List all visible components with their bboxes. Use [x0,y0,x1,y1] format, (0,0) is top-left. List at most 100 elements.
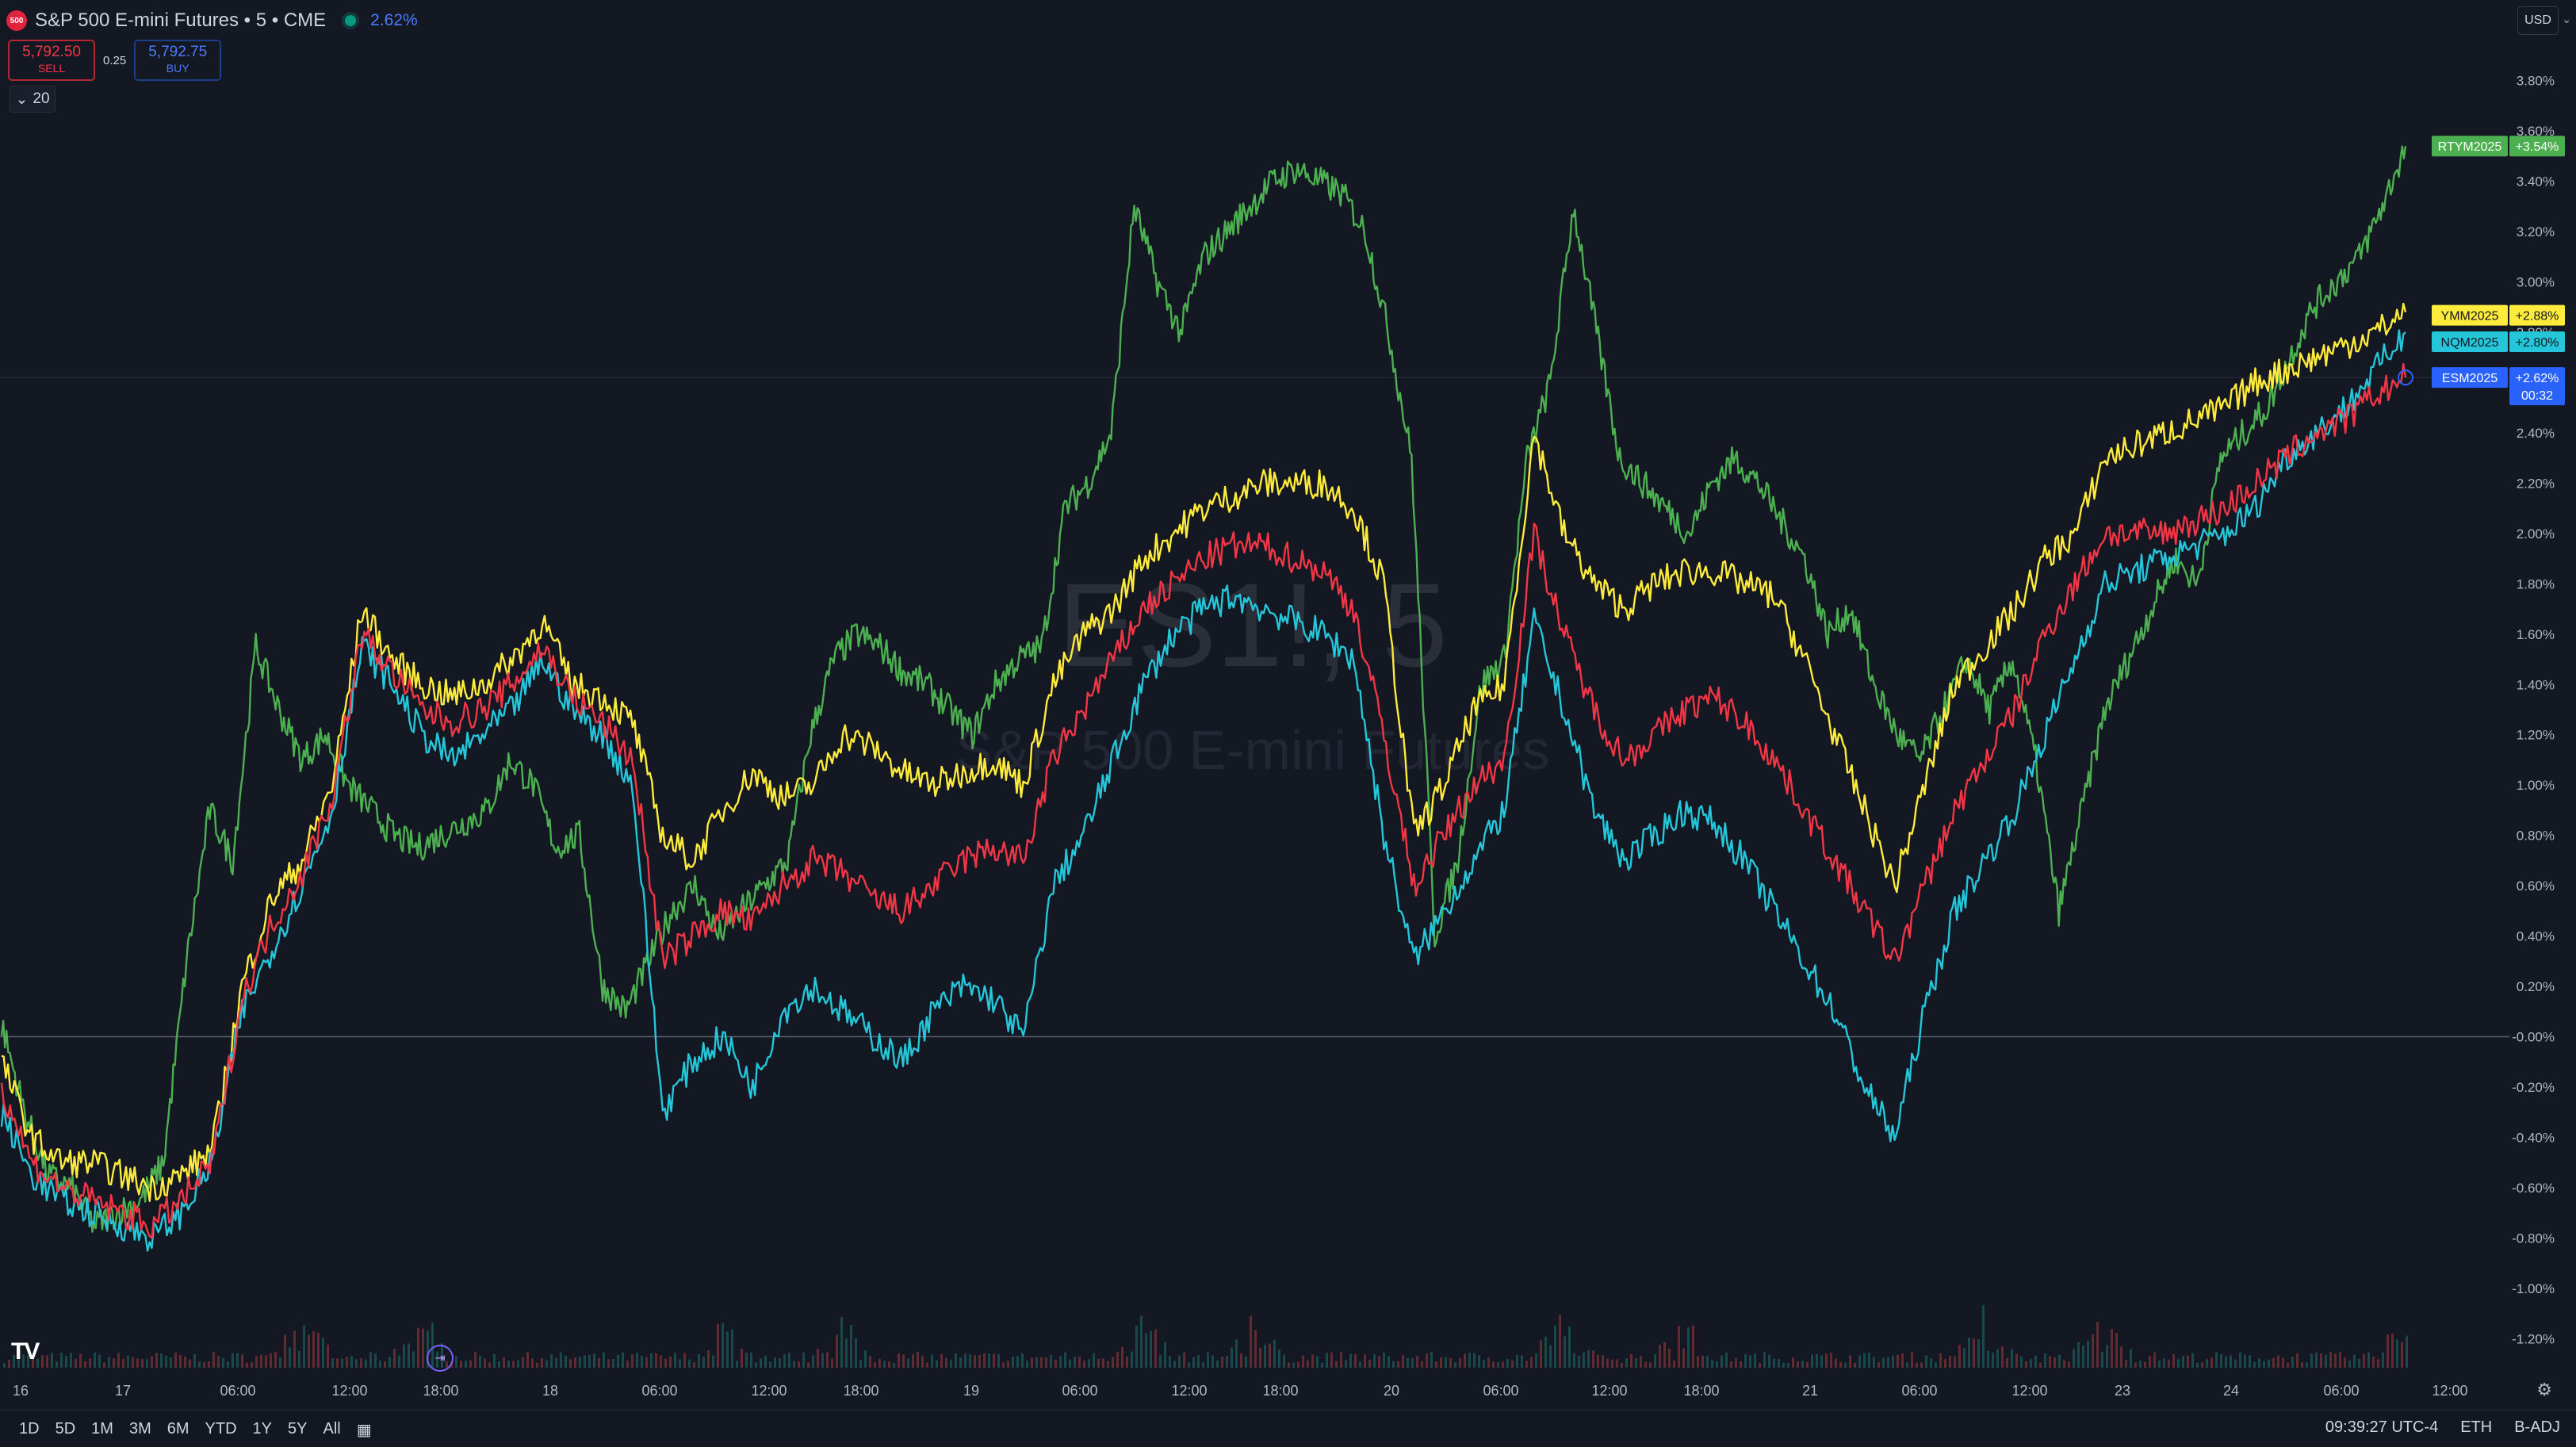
volume-bar [555,1357,557,1368]
bottom-toolbar: 1D 5D 1M 3M 6M YTD 1Y 5Y All ▦ 09:39:27 … [0,1410,2576,1447]
volume-bar [1673,1360,1675,1368]
range-6m[interactable]: 6M [167,1420,189,1437]
calendar-icon[interactable]: ▦ [356,1422,372,1439]
volume-bar [1830,1353,1832,1368]
buy-button[interactable]: 5,792.75 BUY [134,40,222,81]
volume-bar [493,1353,496,1368]
volume-bar [817,1349,819,1368]
series-line-esm2025 [0,362,2407,1239]
volume-bar [1197,1355,1200,1368]
volume-bar [1055,1359,1057,1368]
price-axis[interactable]: 3.80%3.60%3.40%3.20%3.00%2.80%2.60%2.40%… [2512,74,2555,1347]
volume-bar [1977,1339,1980,1368]
price-chart[interactable]: ES1!, 5 S&P 500 E-mini Futures 3.80% 3.60%… [0,0,2576,1410]
indicators-toggle[interactable]: ⌄ 20 [10,86,56,113]
volume-bar [545,1360,548,1368]
volume-bar [1901,1353,1904,1368]
range-5y[interactable]: 5Y [288,1420,308,1437]
volume-bar [350,1356,353,1368]
volume-bar [1435,1361,1437,1368]
volume-bar [883,1361,886,1368]
range-1y[interactable]: 1Y [252,1420,273,1437]
volume-bar [1045,1357,1047,1368]
volume-bar [2334,1353,2337,1368]
chevron-down-icon[interactable]: ⌄ [2562,13,2571,25]
volume-bar [2125,1360,2127,1368]
volume-bar [2339,1352,2341,1368]
volume-bar [1616,1359,1618,1368]
volume-bar [1335,1361,1338,1368]
time-axis[interactable]: 16 17 06:00 12:00 18:00 18 06:00 12:00 18:00 19 06… [13,1383,2468,1399]
volume-bar [2134,1362,2137,1368]
range-5d[interactable]: 5D [55,1420,76,1437]
volume-bar [146,1359,148,1368]
volume-bar [850,1324,852,1368]
volume-bar [1602,1355,1604,1368]
volume-bar [1782,1362,1785,1368]
range-1m[interactable]: 1M [91,1420,113,1437]
volume-bar [1116,1351,1119,1368]
volume-bar [840,1317,843,1368]
volume-bar [674,1353,676,1368]
range-1d[interactable]: 1D [19,1420,40,1437]
volume-bar [1611,1359,1613,1368]
volume-bar [1297,1361,1299,1368]
replay-icon[interactable]: ⇥ [427,1345,454,1372]
symbol-title[interactable]: S&P 500 E-mini Futures • 5 • CME [35,10,327,31]
volume-bar [2406,1335,2408,1368]
volume-bar [907,1358,909,1368]
volume-bar [1792,1357,1794,1368]
volume-bar [1954,1356,1956,1368]
volume-bar [184,1356,186,1368]
volume-bar [265,1355,267,1368]
volume-bar [831,1358,833,1368]
volume-bar [1392,1361,1395,1368]
volume-bar [626,1361,629,1368]
volume-bar [1064,1352,1066,1368]
volume-bar [374,1353,377,1368]
volume-bar [203,1361,205,1368]
range-ytd[interactable]: YTD [205,1420,237,1437]
volume-bar [1935,1362,1937,1368]
volume-bar [1345,1360,1347,1368]
volume-bar [1801,1361,1804,1368]
volume-bar [2020,1356,2023,1368]
volume-bar [864,1350,867,1368]
session-toggle[interactable]: ETH [2460,1418,2493,1436]
x-tick-label: 18:00 [843,1383,878,1399]
range-all[interactable]: All [323,1420,341,1437]
volume-bar [588,1354,591,1368]
volume-bar [141,1358,144,1368]
volume-bar [384,1361,386,1368]
badge-name: NQM2025 [2441,336,2499,350]
adjust-toggle[interactable]: B-ADJ [2514,1418,2560,1436]
volume-bar [1706,1356,1709,1368]
volume-bar [931,1354,933,1368]
volume-bar [702,1357,705,1368]
volume-bar [869,1356,871,1368]
volume-bar [198,1361,201,1368]
volume-bar [2249,1355,2251,1368]
volume-bar [845,1338,848,1368]
sell-button[interactable]: 5,792.50 SELL [8,40,95,81]
sell-label: SELL [37,62,66,75]
volume-bar [1882,1357,1885,1368]
volume-bar [2396,1339,2398,1368]
currency-select[interactable]: USD [2517,6,2559,35]
volume-bar [1145,1333,1147,1368]
symbol-header[interactable]: 500 S&P 500 E-mini Futures • 5 • CME 2.6… [6,5,418,36]
volume-bar [1140,1315,1143,1368]
volume-bar [2092,1334,2094,1368]
y-tick-label: 3.40% [2517,174,2555,189]
volume-bar [1250,1315,1252,1368]
volume-bar [1245,1356,1247,1368]
volume-bar [1730,1361,1732,1368]
volume-bar [170,1357,172,1368]
volume-bar [836,1334,838,1368]
volume-bar [526,1352,529,1368]
volume-bar [94,1352,96,1368]
volume-bar [389,1357,391,1368]
range-3m[interactable]: 3M [128,1420,151,1437]
gear-icon[interactable]: ⚙ [2536,1380,2552,1399]
clock-time[interactable]: 09:39:27 UTC-4 [2325,1418,2439,1436]
